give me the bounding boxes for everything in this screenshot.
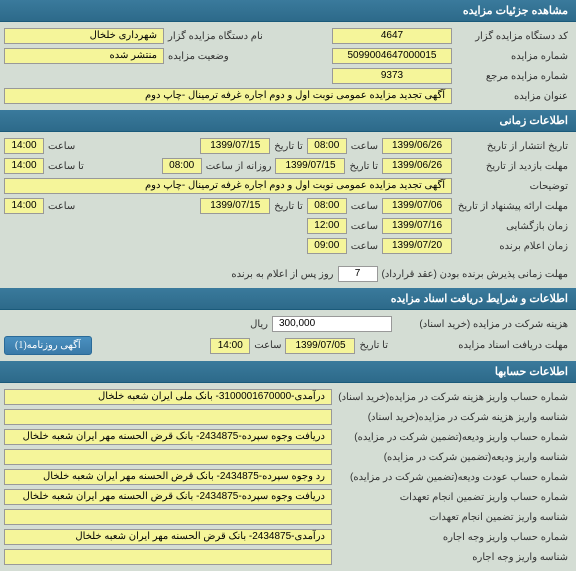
auction-num-value: 5099004647000015 <box>332 48 452 64</box>
deadline-time: 14:00 <box>210 338 250 354</box>
publish-label: تاریخ انتشار از تاریخ <box>452 141 572 152</box>
details-content: کد دستگاه مزایده گزار 4647 نام دستگاه مز… <box>0 22 576 110</box>
account-label: شناسه واریز هزینه شرکت در مزایده(خرید اس… <box>332 412 572 423</box>
section-header-accounts: اطلاعات حسابها <box>0 361 576 383</box>
accept-suffix: روز پس از اعلام به برنده <box>227 269 337 280</box>
opening-label: زمان بازگشایی <box>452 221 572 232</box>
publish-to-label: تا تاریخ <box>270 141 307 152</box>
desc-label: توضیحات <box>452 181 572 192</box>
account-value <box>4 409 332 425</box>
cost-label: هزینه شرکت در مزایده (خرید اسناد) <box>392 319 572 330</box>
account-row: شماره حساب عودت ودیعه(تضمین شرکت در مزای… <box>4 467 572 487</box>
winner-date: 1399/07/20 <box>382 238 452 254</box>
account-value <box>4 449 332 465</box>
name-value: شهرداری خلخال <box>4 28 164 44</box>
account-label: شناسه واریز ودیعه(تضمین شرکت در مزایده) <box>332 452 572 463</box>
deadline-to: تا تاریخ <box>355 340 392 351</box>
visit-to-date: 1399/07/15 <box>275 158 345 174</box>
account-label: شماره حساب واریز ودیعه(تضمین شرکت در مزا… <box>332 432 572 443</box>
section-header-time: اطلاعات زمانی <box>0 110 576 132</box>
account-value: دریافت وجوه سپرده-2434875- بانک قرض الحس… <box>4 429 332 445</box>
proposal-time-label: ساعت <box>347 201 382 212</box>
visit-label: مهلت بازدید از تاریخ <box>452 161 572 172</box>
visit-to-label: تا تاریخ <box>345 161 382 172</box>
opening-time: 12:00 <box>307 218 347 234</box>
status-label: وضعیت مزایده <box>164 51 233 62</box>
ref-num-value: 9373 <box>332 68 452 84</box>
section-header-docs: اطلاعات و شرایط دریافت اسناد مزایده <box>0 288 576 310</box>
publish-to-time-label: ساعت <box>44 141 79 152</box>
opening-time-label: ساعت <box>347 221 382 232</box>
deadline-time-label: ساعت <box>250 340 285 351</box>
subject-label: عنوان مزایده <box>452 91 572 102</box>
account-value <box>4 509 332 525</box>
proposal-to-label: تا تاریخ <box>270 201 307 212</box>
winner-time-label: ساعت <box>347 241 382 252</box>
publish-to-date: 1399/07/15 <box>200 138 270 154</box>
winner-label: زمان اعلام برنده <box>452 241 572 252</box>
account-label: شناسه واریز تضمین انجام تعهدات <box>332 512 572 523</box>
opening-date: 1399/07/16 <box>382 218 452 234</box>
auction-num-label: شماره مزایده <box>452 51 572 62</box>
account-label: شماره حساب عودت ودیعه(تضمین شرکت در مزای… <box>332 472 572 483</box>
time-content: تاریخ انتشار از تاریخ 1399/06/26 ساعت 08… <box>0 132 576 288</box>
account-label: شماره حساب واریز هزینه شرکت در مزایده(خر… <box>332 392 572 403</box>
ref-num-label: شماره مزایده مرجع <box>452 71 572 82</box>
proposal-to-time-label: ساعت <box>44 201 79 212</box>
account-value: رد وجوه سپرده-2434875- بانک قرض الحسنه م… <box>4 469 332 485</box>
account-row: شماره حساب واریز ودیعه(تضمین شرکت در مزا… <box>4 427 572 447</box>
account-row: شناسه واریز وجه اجاره <box>4 547 572 567</box>
publish-to-time: 14:00 <box>4 138 44 154</box>
desc-value: آگهی تجدید مزایده عمومی نوبت اول و دوم ا… <box>4 178 452 194</box>
account-row: شماره حساب واریز وجه اجارهدرآمدی-2434875… <box>4 527 572 547</box>
cost-unit: ریال <box>246 319 272 330</box>
status-value: منتشر شده <box>4 48 164 64</box>
accept-label: مهلت زمانی پذیرش برنده بودن (عقد قرارداد… <box>378 269 573 280</box>
visit-note-to: 14:00 <box>4 158 44 174</box>
code-label: کد دستگاه مزایده گزار <box>452 31 572 42</box>
proposal-from-time: 08:00 <box>307 198 347 214</box>
account-row: شناسه واریز تضمین انجام تعهدات <box>4 507 572 527</box>
publish-time-label: ساعت <box>347 141 382 152</box>
subject-value: آگهی تجدید مزایده عمومی نوبت اول و دوم ا… <box>4 88 452 104</box>
deadline-date: 1399/07/05 <box>285 338 355 354</box>
proposal-to-date: 1399/07/15 <box>200 198 270 214</box>
visit-from-date: 1399/06/26 <box>382 158 452 174</box>
winner-time: 09:00 <box>307 238 347 254</box>
accounts-content: شماره حساب واریز هزینه شرکت در مزایده(خر… <box>0 383 576 571</box>
accept-value: 7 <box>338 266 378 282</box>
publish-from-time: 08:00 <box>307 138 347 154</box>
name-label: نام دستگاه مزایده گزار <box>164 31 267 42</box>
newspaper-ad-button[interactable]: آگهی روزنامه(1) <box>4 336 92 355</box>
publish-from-date: 1399/06/26 <box>382 138 452 154</box>
account-value: درآمدی-3100001670000- بانک ملی ایران شعب… <box>4 389 332 405</box>
account-value <box>4 549 332 565</box>
docs-content: هزینه شرکت در مزایده (خرید اسناد) 300,00… <box>0 310 576 361</box>
proposal-to-time: 14:00 <box>4 198 44 214</box>
cost-value: 300,000 <box>272 316 392 332</box>
deadline-label: مهلت دریافت اسناد مزایده <box>392 340 572 351</box>
account-label: شماره حساب واریز وجه اجاره <box>332 532 572 543</box>
account-row: شماره حساب واریز هزینه شرکت در مزایده(خر… <box>4 387 572 407</box>
proposal-from-date: 1399/07/06 <box>382 198 452 214</box>
code-value: 4647 <box>332 28 452 44</box>
section-header-details: مشاهده جزئیات مزایده <box>0 0 576 22</box>
proposal-label: مهلت ارائه پیشنهاد از تاریخ <box>452 201 572 212</box>
account-row: شماره حساب واریز تضمین انجام تعهداتدریاف… <box>4 487 572 507</box>
visit-note-from: 08:00 <box>162 158 202 174</box>
account-value: درآمدی-2434875- بانک قرض الحسنه مهر ایرا… <box>4 529 332 545</box>
visit-note-label: روزانه از ساعت <box>202 161 276 172</box>
account-value: دریافت وجوه سپرده-2434875- بانک قرض الحس… <box>4 489 332 505</box>
visit-note-to-label: تا ساعت <box>44 161 88 172</box>
account-label: شناسه واریز وجه اجاره <box>332 552 572 563</box>
account-row: شناسه واریز هزینه شرکت در مزایده(خرید اس… <box>4 407 572 427</box>
account-row: شناسه واریز ودیعه(تضمین شرکت در مزایده) <box>4 447 572 467</box>
account-label: شماره حساب واریز تضمین انجام تعهدات <box>332 492 572 503</box>
